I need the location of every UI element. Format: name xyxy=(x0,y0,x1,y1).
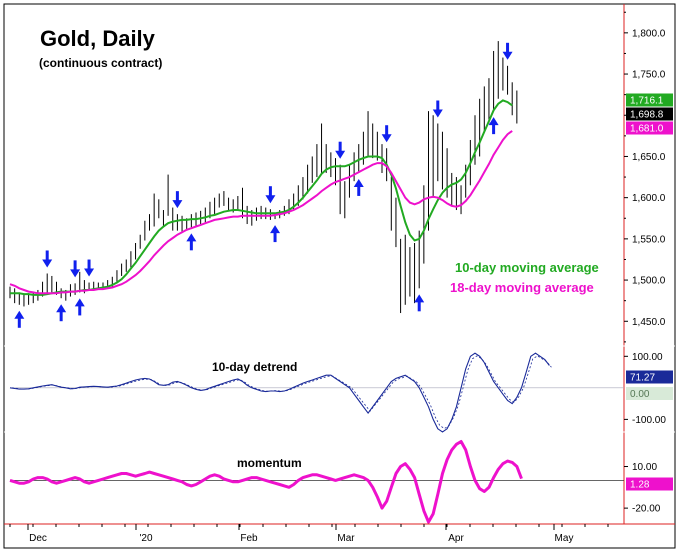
detrend-zero-tag: 0.00 xyxy=(626,387,673,400)
detrend-value-tag: 71.27 xyxy=(626,370,673,384)
arrow-down-icon xyxy=(432,100,443,118)
price-tick-label: 1,450.0 xyxy=(632,317,666,328)
arrow-down-icon xyxy=(84,259,95,277)
arrow-up-icon xyxy=(488,117,499,135)
arrow-down-icon xyxy=(265,186,276,204)
price-tick-label: 1,750.0 xyxy=(632,70,666,81)
price-tick-label: 1,800.0 xyxy=(632,28,666,39)
arrow-down-icon xyxy=(381,125,392,143)
detrend-label: 10-day detrend xyxy=(212,360,297,374)
arrow-up-icon xyxy=(414,294,425,312)
arrow-down-icon xyxy=(42,250,53,268)
arrow-up-icon xyxy=(186,233,197,251)
moving-averages xyxy=(9,99,513,296)
legend-18day: 18-day moving average xyxy=(450,280,594,295)
month-axis: Dec '20 Feb Mar Apr May xyxy=(9,524,609,544)
month-label: Apr xyxy=(448,533,464,544)
detrend-panel: 100.00 -100.00 xyxy=(9,352,666,433)
momentum-label: momentum xyxy=(237,456,302,470)
price-tick-label: 1,550.0 xyxy=(632,234,666,245)
value-tags: 1,716.1 1,698.8 1,681.0 71.27 0.00 1.28 xyxy=(626,93,673,491)
legend-10day: 10-day moving average xyxy=(455,260,599,275)
price-tick-label: 1,500.0 xyxy=(632,276,666,287)
month-label: Feb xyxy=(240,533,258,544)
cycle-arrows xyxy=(14,42,513,328)
chart-frame xyxy=(3,3,676,549)
svg-text:0.00: 0.00 xyxy=(630,389,650,400)
svg-text:1,716.1: 1,716.1 xyxy=(630,96,664,107)
price-tick-label: 1,600.0 xyxy=(632,193,666,204)
arrow-up-icon xyxy=(14,310,25,328)
month-label: Dec xyxy=(29,533,47,544)
last-price-tag: 1,698.8 xyxy=(626,107,673,121)
momentum-panel: 10.00 -20.00 xyxy=(9,440,661,524)
arrow-down-icon xyxy=(335,141,346,159)
arrow-up-icon xyxy=(56,304,67,322)
arrow-up-icon xyxy=(270,225,281,243)
momentum-tick-label: 10.00 xyxy=(632,462,657,473)
ma10-value-tag: 1,716.1 xyxy=(626,93,673,107)
svg-text:1.28: 1.28 xyxy=(630,480,650,491)
momentum-value-tag: 1.28 xyxy=(626,477,673,491)
chart-title: Gold, Daily xyxy=(40,26,156,51)
arrow-down-icon xyxy=(172,191,183,209)
arrow-down-icon xyxy=(502,42,513,60)
arrow-up-icon xyxy=(353,178,364,196)
detrend-tick-label: -100.00 xyxy=(632,415,666,426)
month-label: '20 xyxy=(139,533,152,544)
detrend-tick-label: 100.00 xyxy=(632,352,663,363)
ma18-line xyxy=(9,130,513,295)
ma18-value-tag: 1,681.0 xyxy=(626,121,673,135)
month-label: May xyxy=(555,533,574,544)
momentum-line xyxy=(9,440,523,524)
chart-subtitle: (continuous contract) xyxy=(39,56,162,70)
svg-text:1,698.8: 1,698.8 xyxy=(630,110,664,121)
svg-text:1,681.0: 1,681.0 xyxy=(630,124,664,135)
svg-text:71.27: 71.27 xyxy=(630,373,655,384)
momentum-tick-label: -20.00 xyxy=(632,504,661,515)
arrow-up-icon xyxy=(74,298,85,316)
month-label: Mar xyxy=(337,533,355,544)
arrow-down-icon xyxy=(70,260,81,278)
price-tick-label: 1,650.0 xyxy=(632,152,666,163)
